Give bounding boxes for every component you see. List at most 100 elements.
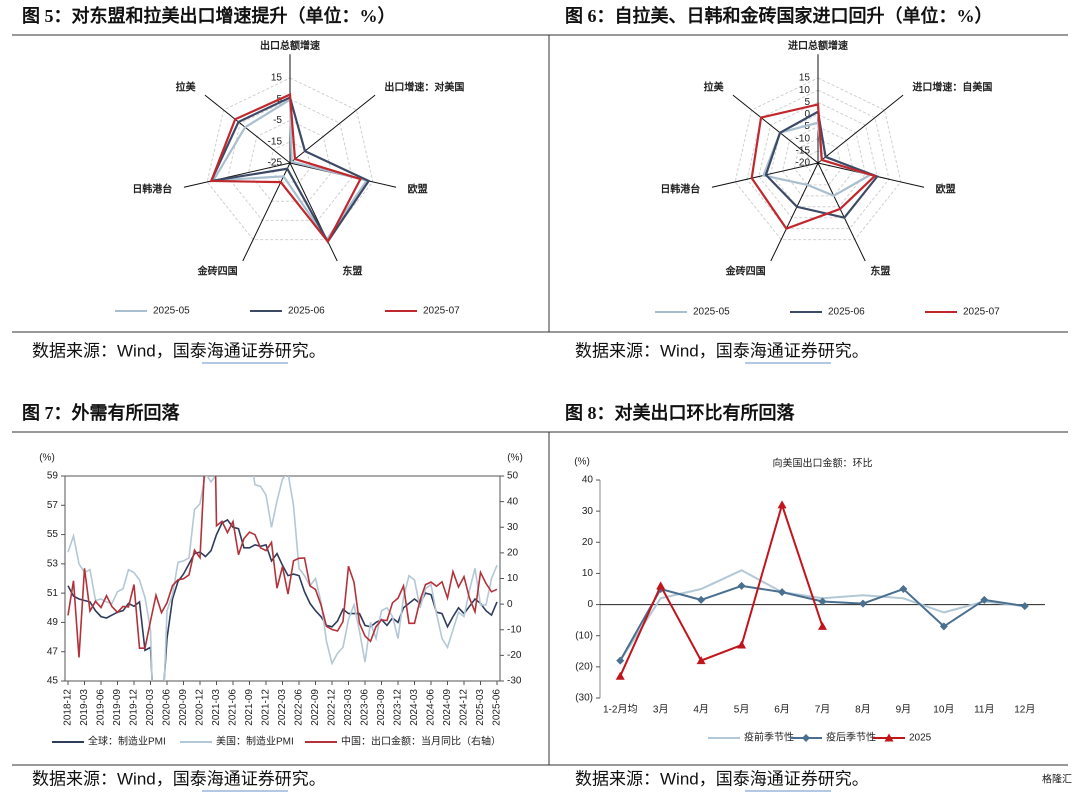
axis-spoke xyxy=(289,162,338,262)
r-tick-label: -20 xyxy=(796,158,811,169)
axis-label: 出口增速：对美国 xyxy=(384,80,464,93)
legend-label: 2025-05 xyxy=(153,306,190,317)
x-tick-label: 5月 xyxy=(734,704,750,716)
r-tick-label: 15 xyxy=(799,73,811,84)
y-tick-label: 47 xyxy=(47,646,59,657)
chart-title: 图 5：对东盟和拉美出口增速提升（单位：%） xyxy=(22,5,396,26)
data-point xyxy=(939,622,948,631)
data-point xyxy=(696,656,706,665)
chart-subtitle: 向美国出口金额：环比 xyxy=(773,457,873,470)
x-tick-label: 11月 xyxy=(974,704,994,716)
y2-tick-label: 50 xyxy=(507,471,519,482)
legend-label: 疫前季节性 xyxy=(744,731,794,744)
axis-spoke xyxy=(242,162,291,262)
series-line xyxy=(67,518,498,681)
data-point xyxy=(615,671,625,680)
y-tick-label: 57 xyxy=(47,500,59,511)
y-tick-label: 40 xyxy=(582,475,594,486)
axis-label: 欧盟 xyxy=(936,182,956,195)
y2-tick-label: 20 xyxy=(507,548,519,559)
data-point xyxy=(697,595,706,604)
x-tick-label: 2021-09 xyxy=(244,689,255,726)
y2-tick-label: -10 xyxy=(507,624,522,635)
watermark: 格隆汇 xyxy=(1042,773,1072,786)
data-point xyxy=(980,595,989,604)
axis-label: 金砖四国 xyxy=(725,264,766,277)
grid-ring xyxy=(781,126,855,197)
axis-spoke xyxy=(732,94,819,164)
plot-frame xyxy=(64,475,501,682)
y2-tick-label: 10 xyxy=(507,573,519,584)
data-point xyxy=(818,597,827,606)
y-axis-unit: (%) xyxy=(39,453,55,464)
series-line xyxy=(619,569,1025,662)
y-tick-label: 55 xyxy=(47,529,59,540)
x-tick-label: 2018-12 xyxy=(63,689,74,726)
y2-tick-label: 30 xyxy=(507,522,519,533)
axis-label: 进口增速：自美国 xyxy=(912,80,992,93)
axis-spoke xyxy=(770,162,819,262)
x-tick-label: 2019-03 xyxy=(79,689,90,726)
x-tick-label: 4月 xyxy=(693,704,709,716)
axis-label: 日韩港台 xyxy=(660,182,700,195)
data-point xyxy=(616,656,625,665)
source-note: 数据来源：Wind，国泰海通证券研究。 xyxy=(575,341,869,360)
x-tick-label: 7月 xyxy=(815,704,831,716)
y2-tick-label: 40 xyxy=(507,496,519,507)
series-polygon xyxy=(211,97,369,242)
legend-label: 2025-07 xyxy=(963,307,1000,318)
series-polygon xyxy=(750,103,877,230)
axis-label: 东盟 xyxy=(870,264,890,277)
chart-title: 图 8：对美出口环比有所回落 xyxy=(565,402,795,423)
y2-tick-label: 0 xyxy=(507,599,513,610)
legend-marker xyxy=(802,734,810,742)
x-tick-label: 2023-12 xyxy=(393,689,404,726)
x-tick-label: 2023-03 xyxy=(343,689,354,726)
axis-spoke xyxy=(817,94,904,164)
source-note: 数据来源：Wind，国泰海通证券研究。 xyxy=(575,769,869,788)
grid-ring xyxy=(227,98,353,221)
series-line xyxy=(619,501,824,677)
axis-label: 欧盟 xyxy=(408,182,428,195)
data-point xyxy=(737,581,746,590)
grid-ring xyxy=(793,138,843,186)
y-tick-label: (20) xyxy=(575,661,593,672)
data-point xyxy=(818,621,827,630)
axis-label: 拉美 xyxy=(704,80,725,93)
legend-label: 全球：制造业PMI xyxy=(88,735,166,748)
y2-axis-unit: (%) xyxy=(507,453,523,464)
y-tick-label: 45 xyxy=(47,676,59,687)
r-tick-label: -15 xyxy=(268,136,283,147)
x-tick-label: 9月 xyxy=(896,704,912,716)
data-point xyxy=(656,581,666,590)
x-tick-label: 2021-06 xyxy=(228,689,239,726)
legend-label: 2025 xyxy=(909,733,932,744)
r-tick-label: -5 xyxy=(273,115,282,126)
x-tick-label: 2023-06 xyxy=(360,689,371,726)
axis-label: 拉美 xyxy=(176,80,197,93)
data-point xyxy=(737,640,747,649)
x-tick-label: 2022-06 xyxy=(294,689,305,726)
x-tick-label: 6月 xyxy=(774,704,790,716)
source-note: 数据来源：Wind，国泰海通证券研究。 xyxy=(32,341,326,360)
y-tick-label: 49 xyxy=(47,617,59,628)
axis-spoke xyxy=(289,94,376,164)
x-tick-label: 2019-06 xyxy=(96,689,107,726)
grid-ring xyxy=(746,89,890,230)
y-tick-label: 53 xyxy=(47,558,59,569)
axis-label: 金砖四国 xyxy=(197,264,238,277)
chart-title: 图 7：外需有所回落 xyxy=(22,402,180,423)
x-tick-label: 2019-09 xyxy=(112,689,123,726)
r-tick-label: 5 xyxy=(804,97,810,108)
x-tick-label: 2023-09 xyxy=(376,689,387,726)
series-line xyxy=(67,476,498,658)
grid-ring xyxy=(734,77,902,241)
y-tick-label: 59 xyxy=(47,471,59,482)
plot-area xyxy=(615,500,1029,680)
y-axis-unit: (%) xyxy=(574,457,590,468)
data-point xyxy=(778,588,787,597)
x-tick-label: 2019-12 xyxy=(129,689,140,726)
r-tick-label: 15 xyxy=(271,73,283,84)
legend-label: 2025-06 xyxy=(288,306,325,317)
data-point xyxy=(858,599,867,608)
